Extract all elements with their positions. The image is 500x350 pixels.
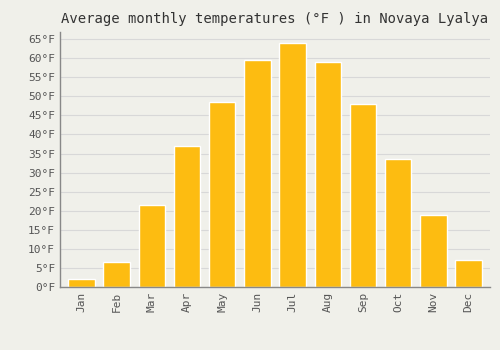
- Bar: [244, 60, 270, 287]
- Bar: [314, 62, 341, 287]
- Bar: [456, 260, 481, 287]
- Bar: [385, 159, 411, 287]
- Bar: [350, 104, 376, 287]
- Bar: [68, 279, 94, 287]
- Bar: [209, 102, 236, 287]
- Bar: [420, 215, 446, 287]
- Title: Average monthly temperatures (°F ) in Novaya Lyalya: Average monthly temperatures (°F ) in No…: [62, 12, 488, 26]
- Bar: [104, 262, 130, 287]
- Bar: [138, 205, 165, 287]
- Bar: [174, 146, 200, 287]
- Bar: [280, 43, 306, 287]
